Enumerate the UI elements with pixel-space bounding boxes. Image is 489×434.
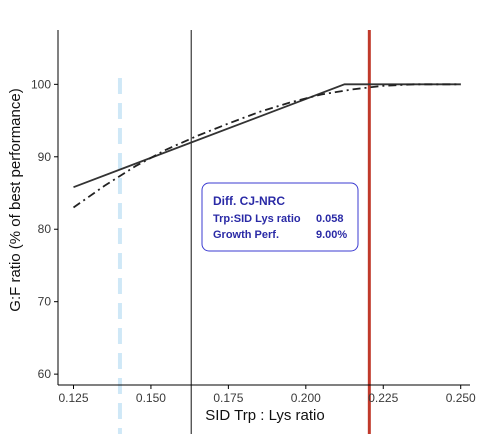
x-tick-label: 0.200	[291, 391, 321, 405]
x-tick-label: 0.125	[58, 391, 88, 405]
axes	[57, 30, 470, 386]
series-line-solid	[73, 83, 461, 189]
x-tick-label: 0.175	[213, 391, 243, 405]
y-tick-label: 60	[38, 367, 52, 381]
x-axis-title: SID Trp : Lys ratio	[205, 407, 324, 424]
y-ticks: 60 70 80 90 100	[31, 77, 58, 381]
annotation-row-value: 9.00%	[316, 229, 347, 241]
annotation-row-value: 0.058	[316, 213, 344, 225]
annotation-row-label: Growth Perf.	[213, 229, 279, 241]
y-tick-label: 100	[31, 77, 51, 91]
y-axis-title: G:F ratio (% of best performance)	[7, 88, 24, 311]
annotation-border	[201, 182, 359, 252]
x-tick-label: 0.250	[446, 391, 476, 405]
annotation-box: Diff. CJ-NRC Trp:SID Lys ratio 0.058 Gro…	[201, 182, 359, 252]
annotation-row-label: Trp:SID Lys ratio	[213, 213, 301, 225]
vertical-lines	[117, 30, 371, 434]
x-tick-label: 0.225	[368, 391, 398, 405]
y-tick-label: 90	[38, 150, 52, 164]
series-line-dashdot	[72, 83, 461, 209]
x-ticks: 0.125 0.150 0.175 0.200 0.225 0.250	[58, 385, 476, 405]
x-tick-label: 0.150	[136, 391, 166, 405]
y-tick-label: 70	[38, 295, 52, 309]
series-layer	[72, 83, 461, 209]
y-tick-label: 80	[38, 222, 52, 236]
annotation-title: Diff. CJ-NRC	[213, 194, 285, 208]
